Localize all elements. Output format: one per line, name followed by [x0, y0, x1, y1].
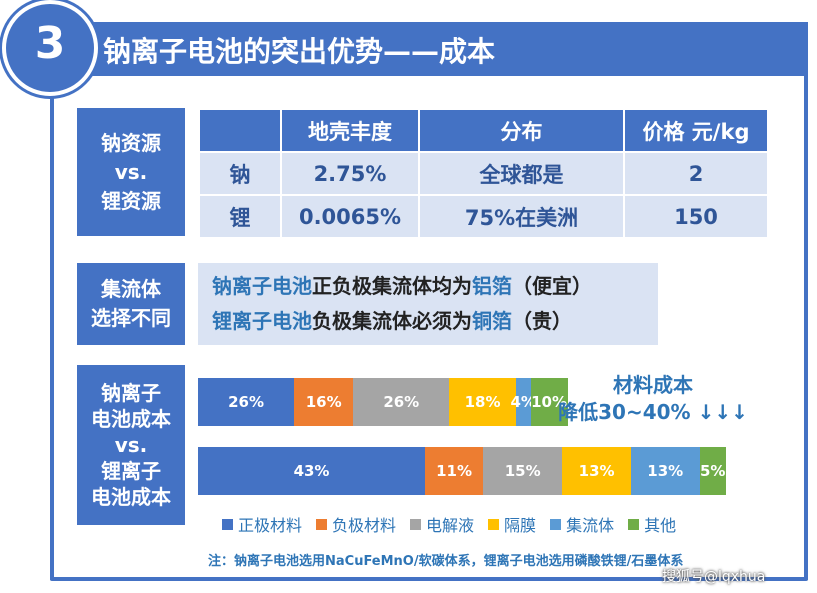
bar-segment: 11% [425, 447, 484, 495]
collector-line-note: （贵） [512, 309, 572, 333]
resource-label-line: vs. [114, 159, 148, 184]
resource-section-label: 钠资源 vs. 锂资源 [77, 108, 185, 236]
legend-label: 电解液 [426, 516, 475, 535]
data-label: 43% [293, 462, 330, 480]
legend-swatch [222, 518, 233, 530]
collector-section-label: 集流体 选择不同 [77, 263, 185, 345]
bar-segment: 5% [699, 447, 726, 495]
collector-label-line: 集流体 [101, 277, 161, 301]
bar-segment: 18% [449, 378, 516, 426]
collector-line-subject: 钠离子电池 [212, 274, 312, 298]
bar-segment: 15% [483, 447, 563, 495]
legend-label: 其他 [644, 516, 677, 535]
data-label: 5% [700, 462, 726, 480]
section-number: 3 [34, 18, 66, 69]
table-cell: 0.0065% [280, 194, 420, 239]
data-label: 15% [504, 462, 541, 480]
legend-swatch [488, 518, 500, 530]
cost-label-line: 电池成本 [91, 407, 171, 431]
cost-section-label: 钠离子 电池成本 vs. 锂离子 电池成本 [77, 365, 185, 525]
bar-segment: 26% [198, 378, 295, 426]
lithium-cost-bar: 43% 11% 15% 13% 13% 5% [198, 447, 726, 495]
bar-segment: 4% [510, 378, 536, 426]
legend-item: 正极材料 [222, 512, 302, 536]
collector-line-note: （便宜） [512, 274, 592, 298]
page-title: 钠离子电池的突出优势——成本 [103, 35, 496, 68]
bar-segment: 43% [198, 447, 426, 495]
data-label: 13% [647, 462, 684, 480]
data-label: 26% [228, 393, 264, 411]
table-header-cell: 价格 元/kg [623, 108, 769, 153]
collector-line-text: 正负极集流体均为 [312, 274, 472, 298]
cost-label-line: 电池成本 [91, 485, 171, 509]
table-cell: 2 [623, 151, 769, 196]
table-cell: 锂 [198, 194, 282, 239]
table-header-row: 地壳丰度 分布 价格 元/kg [198, 108, 769, 153]
collector-line-lithium: 锂离子电池负极集流体必须为铜箔（贵） [212, 304, 658, 339]
legend-label: 负极材料 [332, 516, 397, 535]
bar-segment: 26% [353, 378, 450, 426]
cost-label-line: vs. [114, 433, 148, 457]
annotation-line: 降低30~40% ↓↓↓ [558, 400, 748, 424]
resource-label-line: 锂资源 [101, 188, 161, 213]
data-label: 11% [436, 462, 473, 480]
data-label: 26% [383, 393, 420, 411]
legend-item: 电解液 [410, 512, 474, 536]
collector-line-sodium: 钠离子电池正负极集流体均为铝箔（便宜） [212, 269, 658, 304]
table-header-cell: 地壳丰度 [280, 108, 420, 153]
bar-segment: 10% [530, 378, 568, 426]
section-number-badge: 3 [2, 0, 98, 96]
footnote: 注：钠离子电池选用NaCuFeMnO/软碳体系，锂离子电池选用磷酸铁锂/石墨体系 [208, 554, 684, 569]
legend-swatch [316, 518, 328, 530]
legend-label: 隔膜 [504, 516, 537, 535]
legend-item: 其他 [628, 512, 676, 536]
legend-item: 隔膜 [488, 512, 536, 536]
table-cell: 75%在美洲 [418, 194, 625, 239]
sodium-cost-bar: 26% 16% 26% 18% 4% 10% [198, 378, 568, 426]
legend-swatch [550, 518, 562, 530]
data-label: 18% [464, 393, 501, 411]
cost-reduction-annotation: 材料成本 降低30~40% ↓↓↓ [553, 372, 753, 426]
collector-label-line: 选择不同 [91, 306, 171, 330]
watermark: 搜狐号@lqxhua [662, 569, 766, 585]
table-header-cell [198, 108, 282, 153]
collector-line-material: 铝箔 [472, 274, 512, 298]
bar-segment: 13% [562, 447, 631, 495]
resource-table: 地壳丰度 分布 价格 元/kg 钠 2.75% 全球都是 2 锂 0.0065%… [198, 108, 769, 239]
legend-swatch [628, 518, 640, 530]
collector-line-text: 负极集流体必须为 [312, 309, 472, 333]
content-frame [50, 22, 808, 581]
collector-line-material: 铜箔 [472, 309, 512, 333]
cost-label-line: 锂离子 [101, 459, 161, 483]
data-label: 4% [510, 393, 536, 411]
cost-label-line: 钠离子 [101, 381, 161, 405]
table-row: 锂 0.0065% 75%在美洲 150 [198, 194, 769, 239]
legend-label: 正极材料 [238, 516, 303, 535]
bar-segment: 13% [630, 447, 700, 495]
table-cell: 钠 [198, 151, 282, 196]
title-banner [50, 22, 808, 76]
chart-legend: 正极材料 负极材料 电解液 隔膜 集流体 其他 [222, 512, 676, 536]
resource-label-line: 钠资源 [101, 130, 161, 155]
bar-segment: 16% [294, 378, 354, 426]
table-row: 钠 2.75% 全球都是 2 [198, 151, 769, 196]
collector-line-subject: 锂离子电池 [212, 309, 312, 333]
collector-description: 钠离子电池正负极集流体均为铝箔（便宜） 锂离子电池负极集流体必须为铜箔（贵） [198, 263, 658, 345]
annotation-line: 材料成本 [613, 373, 693, 397]
legend-item: 负极材料 [316, 512, 396, 536]
legend-item: 集流体 [550, 512, 614, 536]
data-label: 10% [531, 393, 568, 411]
legend-label: 集流体 [566, 516, 615, 535]
table-cell: 全球都是 [418, 151, 625, 196]
table-cell: 2.75% [280, 151, 420, 196]
table-header-cell: 分布 [418, 108, 625, 153]
table-cell: 150 [623, 194, 769, 239]
data-label: 13% [578, 462, 615, 480]
legend-swatch [410, 518, 422, 530]
data-label: 16% [305, 393, 342, 411]
